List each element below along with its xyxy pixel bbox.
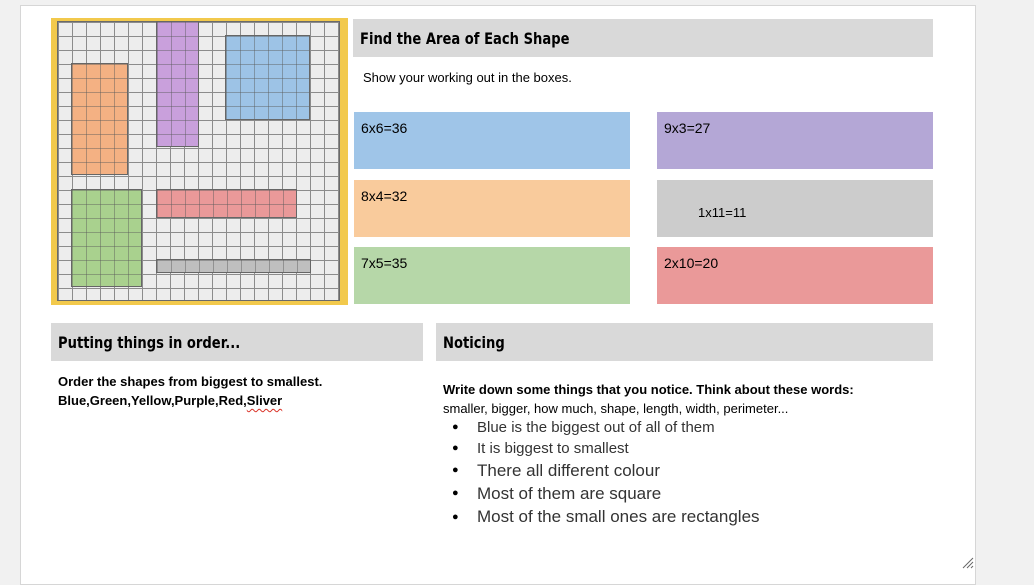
shape-orange bbox=[71, 63, 128, 175]
answer-box-purple[interactable]: 9x3=27 bbox=[657, 112, 933, 169]
list-item: Blue is the biggest out of all of them bbox=[443, 417, 760, 438]
answer-box-orange[interactable]: 8x4=32 bbox=[354, 180, 630, 237]
resize-handle-icon[interactable] bbox=[960, 555, 974, 569]
order-heading-bar: Putting things in order... bbox=[51, 323, 423, 361]
shape-blue bbox=[225, 35, 310, 120]
order-instruction: Order the shapes from biggest to smalles… bbox=[58, 374, 323, 389]
list-item: There all different colour bbox=[443, 459, 760, 482]
answer-box-green[interactable]: 7x5=35 bbox=[354, 247, 630, 304]
answer-box-grey[interactable]: 1x11=11 bbox=[657, 180, 933, 237]
shape-purple bbox=[156, 21, 199, 147]
shape-grey bbox=[156, 259, 311, 273]
noticing-prompt: Write down some things that you notice. … bbox=[443, 382, 854, 397]
noticing-words: smaller, bigger, how much, shape, length… bbox=[443, 401, 789, 416]
list-item: It is biggest to smallest bbox=[443, 438, 760, 459]
shape-green bbox=[71, 189, 142, 287]
order-answer[interactable]: Blue,Green,Yellow,Purple,Red,Sliver bbox=[58, 393, 282, 408]
order-answer-main: Blue,Green,Yellow,Purple,Red, bbox=[58, 393, 247, 408]
noticing-heading-bar: Noticing bbox=[436, 323, 933, 361]
answer-box-blue[interactable]: 6x6=36 bbox=[354, 112, 630, 169]
noticing-list[interactable]: Blue is the biggest out of all of them I… bbox=[443, 417, 760, 529]
answer-text-grey: 1x11=11 bbox=[698, 205, 747, 220]
shape-red bbox=[156, 189, 297, 218]
order-answer-misspelled: Sliver bbox=[246, 393, 283, 408]
order-heading: Putting things in order... bbox=[58, 332, 241, 352]
list-item: Most of them are square bbox=[443, 482, 760, 505]
noticing-heading: Noticing bbox=[443, 332, 505, 352]
answer-box-red[interactable]: 2x10=20 bbox=[657, 247, 933, 304]
list-item: Most of the small ones are rectangles bbox=[443, 505, 760, 529]
area-instruction: Show your working out in the boxes. bbox=[363, 70, 572, 85]
area-heading: Find the Area of Each Shape bbox=[360, 28, 570, 48]
area-heading-bar: Find the Area of Each Shape bbox=[353, 19, 933, 57]
